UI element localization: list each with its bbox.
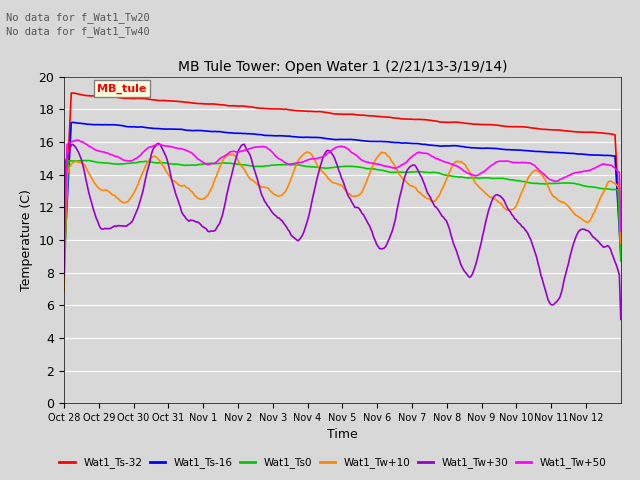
Legend: Wat1_Ts-32, Wat1_Ts-16, Wat1_Ts0, Wat1_Tw+10, Wat1_Tw+30, Wat1_Tw+50: Wat1_Ts-32, Wat1_Ts-16, Wat1_Ts0, Wat1_T…: [55, 453, 611, 472]
Text: MB_tule: MB_tule: [97, 84, 147, 94]
X-axis label: Time: Time: [327, 429, 358, 442]
Text: No data for f_Wat1_Tw20: No data for f_Wat1_Tw20: [6, 12, 150, 23]
Text: No data for f_Wat1_Tw40: No data for f_Wat1_Tw40: [6, 26, 150, 37]
Y-axis label: Temperature (C): Temperature (C): [20, 189, 33, 291]
Title: MB Tule Tower: Open Water 1 (2/21/13-3/19/14): MB Tule Tower: Open Water 1 (2/21/13-3/1…: [178, 60, 507, 74]
